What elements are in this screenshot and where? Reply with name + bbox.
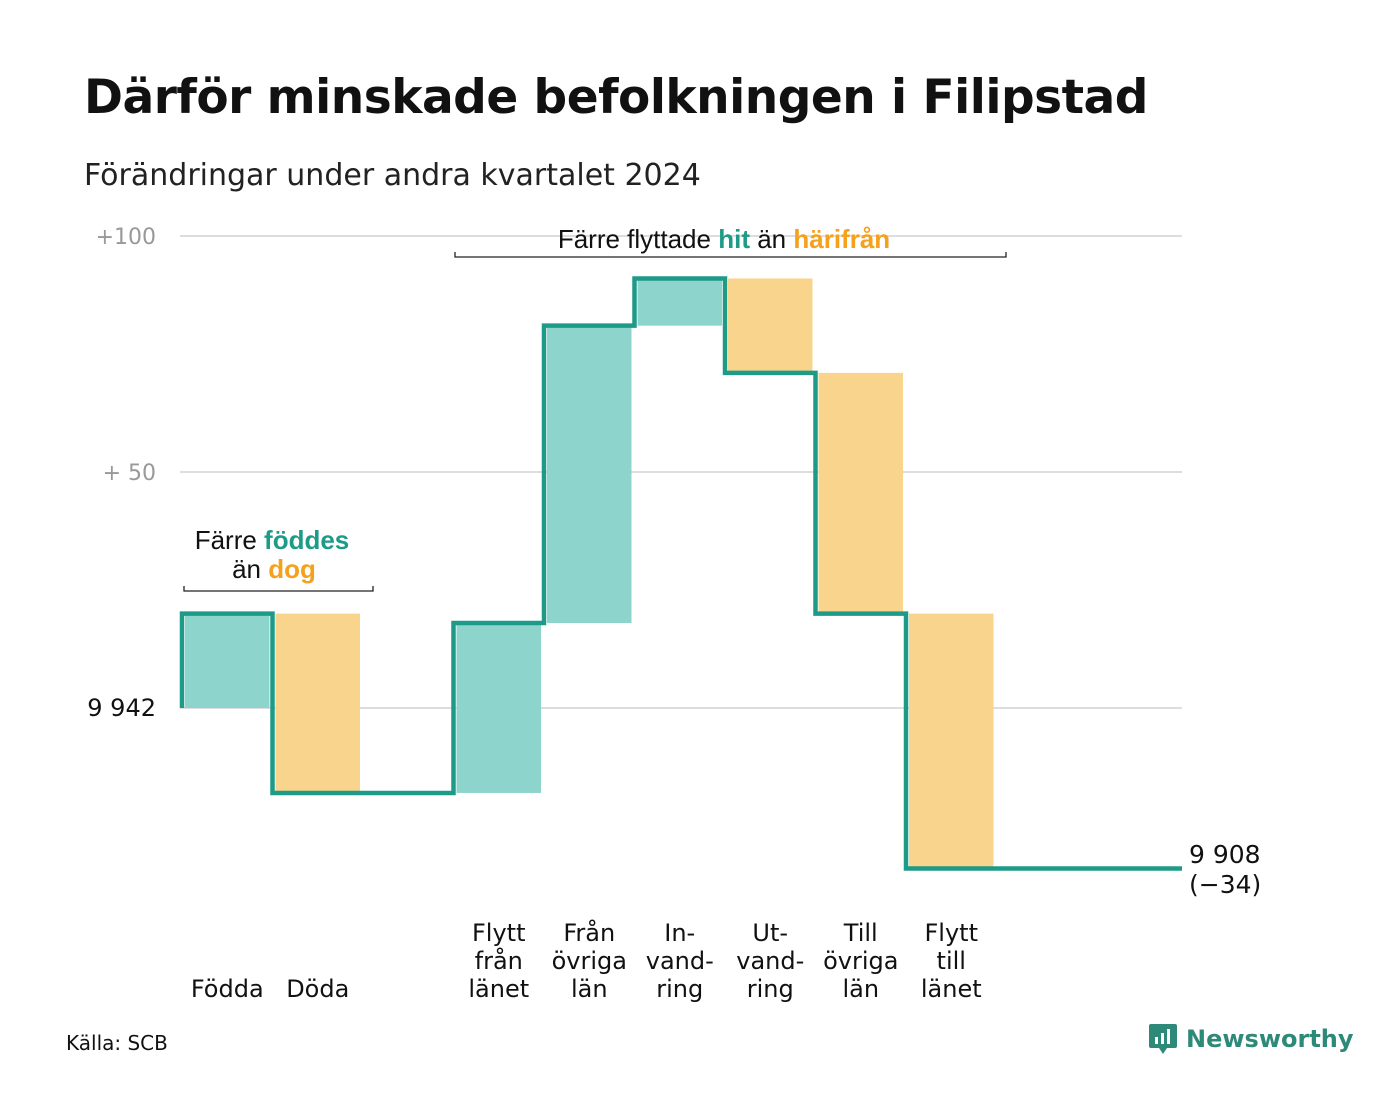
bar-increase [547, 325, 632, 624]
y-tick-label: 9 942 [87, 694, 156, 722]
x-category-label: övriga [823, 947, 898, 975]
end-value-label: 9 908 [1189, 840, 1261, 869]
bar-increase [456, 623, 541, 793]
x-category-label: Flytt [925, 919, 979, 947]
annotation-deaths: än dog [232, 554, 316, 584]
chart-subtitle: Förändringar under andra kvartalet 2024 [84, 158, 701, 193]
x-category-label: ring [656, 975, 703, 1003]
x-category-label: Ut- [752, 919, 788, 947]
x-category-label: Från [563, 918, 615, 947]
annotation-births: Färre föddes [195, 525, 350, 555]
bracket-births-deaths [183, 586, 374, 592]
bar-decrease [728, 278, 813, 373]
x-category-label: till [937, 947, 966, 975]
x-category-label: vand- [646, 947, 714, 975]
x-category-label: Flytt [472, 919, 526, 947]
brand-name: Newsworthy [1186, 1025, 1354, 1053]
x-category-label: Födda [191, 975, 264, 1003]
x-category-label: län [842, 975, 879, 1003]
y-tick-label: +100 [96, 225, 156, 250]
bar-decrease [818, 372, 903, 614]
bar-decrease [909, 613, 994, 869]
x-category-label: från [475, 946, 523, 975]
bar-increase [185, 613, 270, 708]
x-category-label: länet [468, 975, 529, 1003]
y-tick-label: + 50 [103, 461, 156, 486]
x-category-label: Till [843, 919, 878, 947]
annotation-migration: Färre flyttade hit än härifrån [558, 224, 890, 254]
bar-increase [637, 278, 722, 326]
brand-logo: Newsworthy [1148, 1022, 1354, 1056]
x-category-label: övriga [552, 947, 627, 975]
source-note: Källa: SCB [66, 1031, 168, 1055]
x-category-label: Döda [286, 975, 349, 1003]
x-category-label: ring [747, 975, 794, 1003]
x-category-label: vand- [736, 947, 804, 975]
end-change-label: (−34) [1189, 870, 1261, 899]
x-category-label: In- [664, 919, 695, 947]
x-category-label: länet [921, 975, 982, 1003]
bar-decrease [275, 613, 360, 793]
x-category-label: län [571, 975, 608, 1003]
chart-title: Därför minskade befolkningen i Filipstad [84, 70, 1148, 125]
running-total-line [179, 276, 1182, 871]
bracket-migration [454, 252, 1007, 258]
newsworthy-logo-icon [1149, 1024, 1177, 1054]
